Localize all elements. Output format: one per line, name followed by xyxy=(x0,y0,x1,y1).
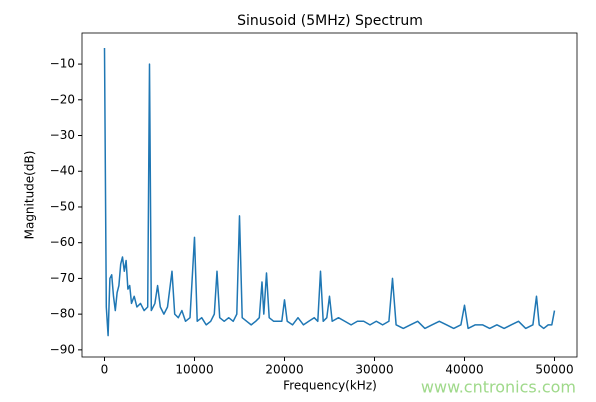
x-axis-label: Frequency(kHz) xyxy=(283,379,377,393)
x-tick-label: 30000 xyxy=(355,363,393,377)
x-tick-label: 40000 xyxy=(445,363,483,377)
y-tick-label: −20 xyxy=(50,92,75,106)
y-tick-label: −70 xyxy=(50,271,75,285)
x-tick-label: 10000 xyxy=(175,363,213,377)
line-series xyxy=(103,47,556,337)
plot-frame xyxy=(81,32,578,358)
y-tick-label: −40 xyxy=(50,164,75,178)
x-tick-label: 20000 xyxy=(265,363,303,377)
x-tick-label: 0 xyxy=(101,363,109,377)
x-tick-label: 50000 xyxy=(535,363,573,377)
y-tick-label: −10 xyxy=(50,57,75,71)
y-tick-label: −80 xyxy=(50,307,75,321)
y-tick-label: −30 xyxy=(50,128,75,142)
y-axis-label: Magnitude(dB) xyxy=(23,151,37,240)
chart-title: Sinusoid (5MHz) Spectrum xyxy=(237,13,423,29)
y-tick-label: −50 xyxy=(50,199,75,213)
y-tick-label: −90 xyxy=(50,342,75,356)
y-tick-label: −60 xyxy=(50,235,75,249)
watermark: www.cntronics.com xyxy=(421,378,576,397)
